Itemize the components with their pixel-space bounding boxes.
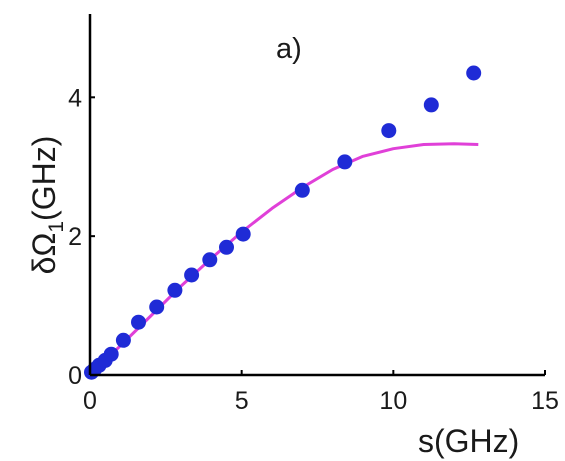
y-tick-label: 0 bbox=[68, 362, 82, 390]
x-tick-label: 10 bbox=[379, 387, 407, 415]
data-point bbox=[235, 226, 251, 242]
y-tick-label: 4 bbox=[68, 84, 82, 112]
data-point bbox=[184, 267, 200, 283]
y-axis-label-prefix: δΩ bbox=[26, 233, 62, 275]
data-point bbox=[466, 65, 482, 81]
data-point bbox=[423, 97, 439, 113]
y-axis-label-sub: 1 bbox=[45, 221, 68, 233]
data-point bbox=[131, 314, 146, 330]
panel-label: a) bbox=[276, 33, 302, 65]
data-point bbox=[149, 299, 165, 315]
x-tick-label: 0 bbox=[83, 387, 97, 415]
data-point bbox=[167, 282, 183, 298]
ticks: 0 5 10 15 0 2 4 bbox=[68, 84, 559, 415]
fit-line bbox=[88, 142, 479, 377]
y-axis-label-suffix: (GHz) bbox=[26, 136, 62, 221]
data-point bbox=[115, 332, 131, 348]
axes bbox=[88, 14, 545, 377]
y-tick-label: 2 bbox=[68, 223, 82, 251]
data-point bbox=[337, 154, 353, 170]
x-tick-label: 15 bbox=[531, 387, 559, 415]
fit-line-layer bbox=[88, 142, 479, 377]
y-axis-label: δΩ1(GHz) bbox=[26, 136, 68, 275]
data-point bbox=[294, 182, 310, 198]
x-axis-label: s(GHz) bbox=[418, 423, 519, 459]
x-tick-label: 5 bbox=[235, 387, 249, 415]
data-point bbox=[219, 239, 234, 255]
data-point bbox=[202, 252, 218, 268]
data-point bbox=[103, 346, 119, 362]
data-points-layer bbox=[84, 65, 482, 380]
data-point bbox=[381, 123, 397, 139]
